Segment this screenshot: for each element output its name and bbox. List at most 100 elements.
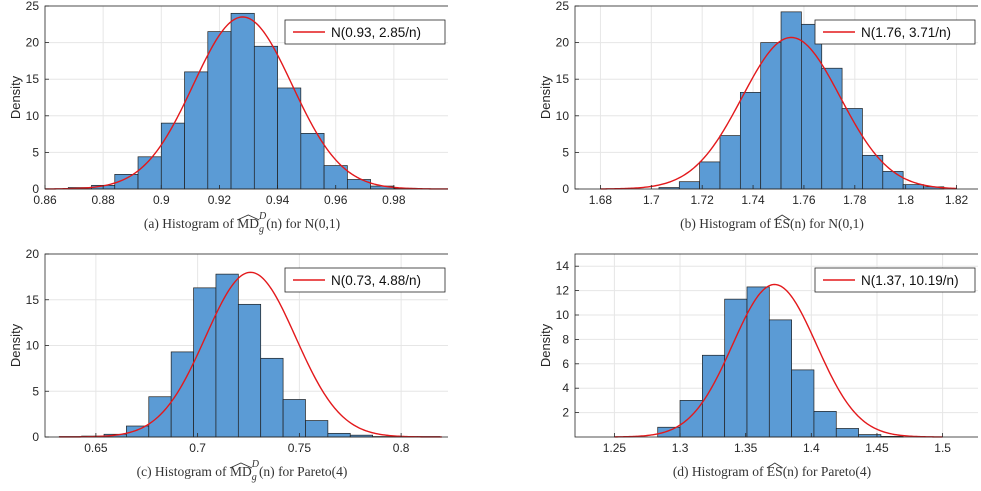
- y-tick-label: 10: [556, 308, 570, 322]
- y-axis-label: Density: [8, 75, 23, 119]
- x-tick-label: 0.94: [266, 193, 290, 207]
- histogram-bar: [761, 43, 781, 189]
- x-tick-label: 1.45: [865, 441, 889, 455]
- x-tick-label: 1.8: [897, 193, 914, 207]
- x-tick-label: 1.35: [734, 441, 758, 455]
- x-tick-label: 1.4: [803, 441, 820, 455]
- histogram-bar: [862, 155, 882, 189]
- histogram-bar: [194, 288, 216, 437]
- panel-a: 0.860.880.90.920.940.960.9810510152025De…: [8, 0, 448, 238]
- histogram-bar: [836, 428, 858, 437]
- y-tick-label: 0: [32, 430, 39, 444]
- histogram-bar: [161, 123, 184, 189]
- y-tick-label: 5: [562, 145, 569, 159]
- x-tick-label: 1.72: [691, 193, 715, 207]
- y-tick-label: 2: [562, 406, 569, 420]
- histogram-bar: [216, 274, 238, 437]
- x-tick-label: 1.76: [792, 193, 816, 207]
- y-tick-label: 14: [556, 259, 570, 273]
- histogram-bar: [883, 171, 903, 189]
- histogram-bar: [347, 179, 370, 189]
- histogram-bar: [149, 397, 171, 437]
- panel-caption: (b) Histogram of ES(n) for N(0,1): [680, 216, 864, 231]
- histogram-bar: [903, 185, 923, 189]
- x-tick-label: 0.9: [153, 193, 170, 207]
- histogram-bar: [126, 426, 148, 437]
- histogram-bar: [814, 411, 836, 437]
- y-tick-label: 12: [556, 284, 570, 298]
- y-tick-label: 20: [556, 36, 570, 50]
- y-tick-label: 5: [32, 145, 39, 159]
- chart-a: 0.860.880.90.920.940.960.9810510152025De…: [8, 0, 448, 238]
- y-tick-label: 20: [26, 248, 40, 261]
- x-tick-label: 1.74: [741, 193, 765, 207]
- y-tick-label: 15: [556, 72, 570, 86]
- y-axis-label: Density: [538, 323, 553, 367]
- histogram-bar: [278, 88, 301, 189]
- legend: N(0.73, 4.88/n): [285, 268, 445, 292]
- legend: N(1.37, 10.19/n): [815, 268, 975, 292]
- y-tick-label: 5: [32, 384, 39, 398]
- x-tick-label: 0.96: [324, 193, 348, 207]
- y-tick-label: 25: [26, 0, 40, 13]
- histogram-bar: [679, 182, 699, 189]
- histogram-bar: [283, 399, 305, 437]
- legend: N(1.76, 3.71/n): [815, 20, 975, 44]
- histogram-bar: [305, 421, 327, 437]
- y-tick-label: 20: [26, 36, 40, 50]
- histogram-bar: [301, 133, 324, 189]
- histogram-bar: [769, 320, 791, 437]
- legend-label: N(0.73, 4.88/n): [331, 273, 421, 288]
- x-tick-label: 1.82: [945, 193, 969, 207]
- x-tick-label: 1.5: [934, 441, 951, 455]
- y-tick-label: 6: [562, 357, 569, 371]
- histogram-bar: [254, 46, 277, 189]
- histogram-bar: [231, 13, 254, 189]
- x-tick-label: 1.25: [603, 441, 627, 455]
- y-tick-label: 15: [26, 72, 40, 86]
- panel-caption: (d) Histogram of ES(n) for Pareto(4): [673, 464, 871, 479]
- histogram-bar: [171, 352, 193, 437]
- histogram-bar: [185, 72, 208, 189]
- y-axis-label: Density: [538, 75, 553, 119]
- legend-label: N(1.37, 10.19/n): [861, 273, 959, 288]
- legend: N(0.93, 2.85/n): [285, 20, 445, 44]
- x-tick-label: 1.3: [672, 441, 689, 455]
- y-tick-label: 4: [562, 381, 569, 395]
- histogram-bar: [261, 358, 283, 437]
- x-tick-label: 0.88: [91, 193, 115, 207]
- y-tick-label: 10: [556, 109, 570, 123]
- histogram-bar: [720, 136, 740, 189]
- x-tick-label: 1.78: [843, 193, 867, 207]
- y-tick-label: 15: [26, 293, 40, 307]
- panel-caption: (c) Histogram of MDgD(n) for Pareto(4): [137, 459, 348, 483]
- histogram-bar: [138, 157, 161, 189]
- x-tick-label: 0.92: [208, 193, 232, 207]
- histogram-bar: [208, 32, 231, 189]
- histogram-bar: [328, 433, 350, 437]
- x-tick-label: 1.68: [589, 193, 613, 207]
- histogram-bar: [700, 162, 720, 189]
- y-tick-label: 10: [26, 339, 40, 353]
- x-tick-label: 0.65: [84, 441, 108, 455]
- histogram-bar: [822, 68, 842, 189]
- legend-label: N(1.76, 3.71/n): [861, 25, 951, 40]
- panel-d: 1.25 1.3 1.35 1.4 1.45 1.5 2 4 6 8 10 12 14 Density N(…: [538, 248, 978, 486]
- histogram-bar: [238, 304, 260, 437]
- y-tick-label: 0: [32, 182, 39, 196]
- x-tick-label: 0.7: [189, 441, 206, 455]
- y-tick-label: 10: [26, 109, 40, 123]
- x-tick-label: 0.98: [382, 193, 406, 207]
- chart-d: 1.25 1.3 1.35 1.4 1.45 1.5 2 4 6 8 10 12 14 Density N(…: [538, 248, 978, 486]
- panel-caption: (a) Histogram of MDgD(n) for N(0,1): [144, 211, 340, 235]
- histogram-bar: [747, 287, 769, 437]
- y-axis-label: Density: [8, 323, 23, 367]
- y-tick-label: 25: [556, 0, 570, 13]
- legend-label: N(0.93, 2.85/n): [331, 25, 421, 40]
- histogram-bar: [658, 427, 680, 437]
- y-tick-label: 8: [562, 332, 569, 346]
